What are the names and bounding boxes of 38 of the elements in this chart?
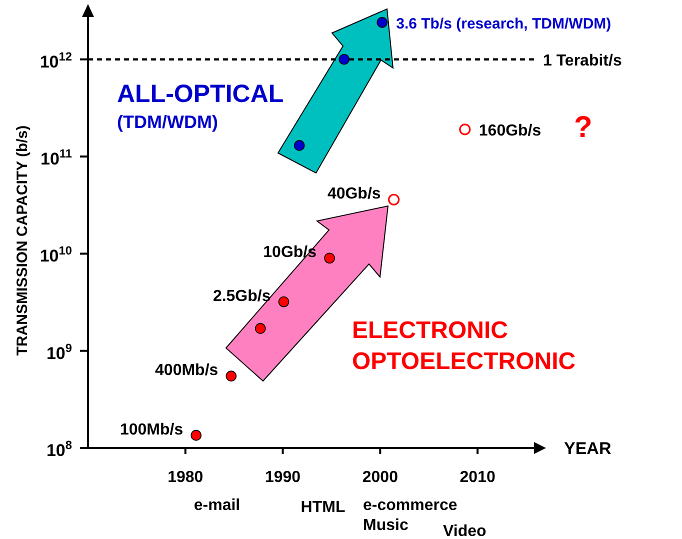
y-tick-label: 10$^{12}$ [40, 49, 72, 72]
point [324, 252, 335, 264]
text: Video [443, 523, 486, 539]
x-tick-label: 1990 [264, 469, 301, 486]
annotation: 160Gb/s [478, 122, 542, 140]
y-axis-title: TRANSMISSION CAPACITY (b/s) [14, 125, 31, 356]
ref-line-label: 1 Terabit/s [543, 52, 622, 70]
y-tick-label: 10$^{9}$ [46, 340, 72, 363]
text: e-mail [194, 497, 240, 514]
annotation: (TDM/WDM) [117, 112, 218, 132]
y-tick-label: 10$^{8}$ [46, 438, 72, 460]
point [190, 430, 202, 441]
text: Music [363, 517, 408, 534]
text: HTML [300, 499, 346, 516]
x-axis-title: YEAR [564, 439, 612, 458]
annotation: 400Mb/s [155, 362, 218, 380]
point [376, 17, 388, 28]
y-tick-label: 10$^{11}$ [40, 146, 72, 169]
point [226, 370, 237, 382]
annotation: 100Mb/s [120, 421, 184, 438]
point [459, 124, 471, 136]
point [294, 140, 305, 151]
annotation: ALL-OPTICAL [117, 80, 284, 108]
x-tick-label: 2000 [362, 469, 398, 486]
point [388, 194, 400, 206]
y-tick-label: 10$^{10}$ [40, 244, 72, 266]
annotation: 40Gb/s [327, 186, 381, 203]
x-tick-label: 1980 [168, 469, 204, 486]
annotation: ELECTRONIC [352, 317, 508, 344]
annotation: 2.5Gb/s [212, 288, 271, 305]
x-tick-label: 2010 [460, 469, 496, 486]
annotation: OPTOELECTRONIC [352, 348, 576, 375]
point [278, 296, 290, 308]
point [338, 54, 350, 65]
annotation: 3.6 Tb/s (research, TDM/WDM) [396, 15, 612, 32]
point [254, 323, 266, 334]
text: ? [574, 111, 592, 144]
text: e-commerce [363, 497, 458, 514]
